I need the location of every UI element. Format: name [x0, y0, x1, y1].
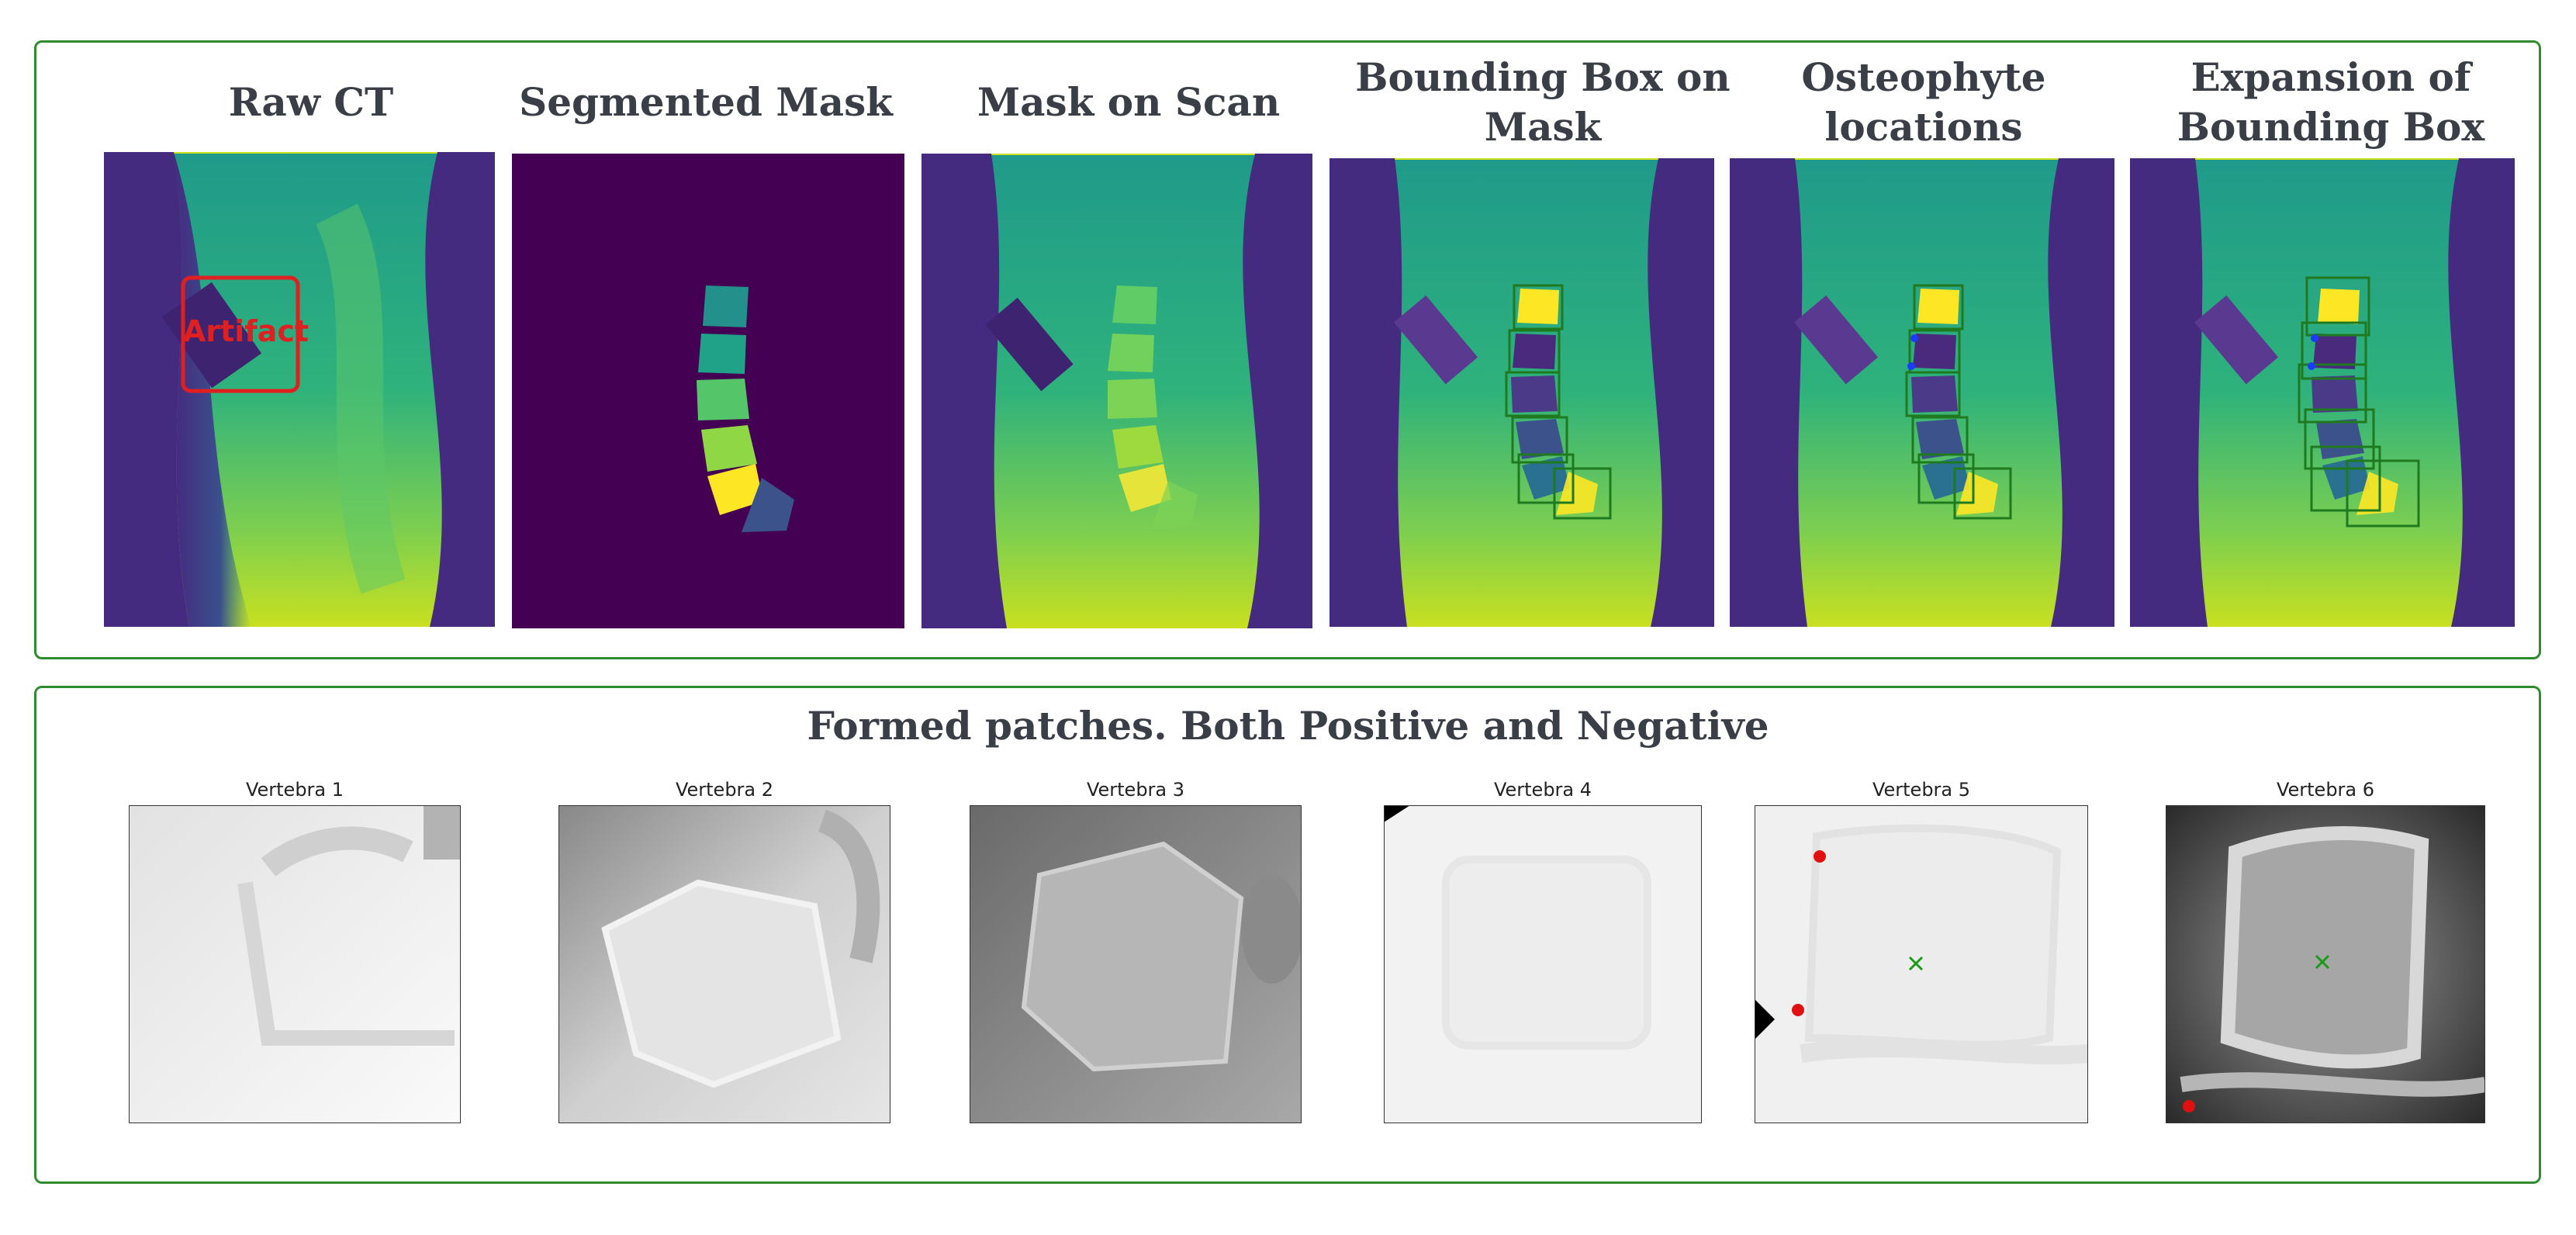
title-segmented-mask: Segmented Mask [519, 79, 893, 125]
title-osteophyte-locations: Osteophyte locations [1801, 54, 2046, 150]
title-raw-ct: Raw CT [228, 79, 394, 125]
osteophyte-marker [1792, 1004, 1804, 1016]
patch-vertebra-6 [2166, 805, 2485, 1123]
mask-on-scan-image [921, 154, 1312, 628]
raw-ct-image [104, 152, 495, 627]
center-marker [2315, 954, 2330, 970]
center-marker [1908, 956, 1924, 971]
title-bounding-box-on-mask: Bounding Box on Mask [1355, 54, 1731, 150]
artifact-label: Artifact [182, 314, 309, 348]
patch-label-4: Vertebra 4 [1493, 779, 1592, 801]
expanded-bounding-box-image [2130, 158, 2515, 627]
osteophyte-locations-image [1730, 158, 2114, 627]
patch-vertebra-5 [1755, 805, 2088, 1123]
segmented-mask-image [512, 154, 904, 628]
patch-vertebra-4 [1384, 805, 1702, 1123]
patch-label-1: Vertebra 1 [245, 779, 344, 801]
artifact-box [181, 275, 300, 393]
patch-label-2: Vertebra 2 [675, 779, 774, 801]
patch-label-6: Vertebra 6 [2276, 779, 2375, 801]
bounding-box-mask-image [1329, 158, 1714, 627]
patch-vertebra-2 [558, 805, 890, 1123]
title-mask-on-scan: Mask on Scan [977, 79, 1281, 125]
osteophyte-marker [2183, 1100, 2195, 1112]
osteophyte-marker [1814, 850, 1826, 863]
patch-label-3: Vertebra 3 [1086, 779, 1185, 801]
title-expansion-of-bounding-box: Expansion of Bounding Box [2177, 54, 2485, 150]
patch-label-5: Vertebra 5 [1872, 779, 1971, 801]
patch-vertebra-1 [129, 805, 461, 1123]
patches-title: Formed patches. Both Positive and Negati… [807, 703, 1769, 749]
patch-vertebra-3 [970, 805, 1302, 1123]
